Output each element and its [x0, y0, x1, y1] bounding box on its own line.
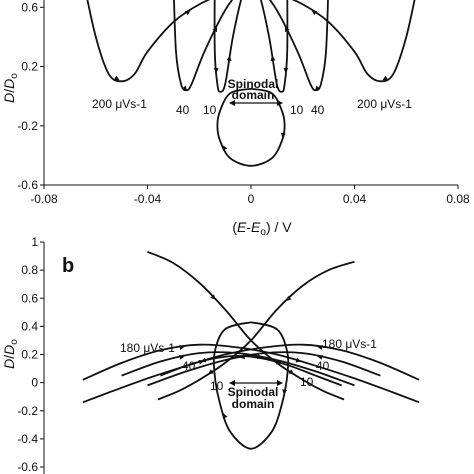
x-tick-label: 0.08 [446, 192, 470, 206]
panel-a: -0.6-0.20.20.6 -0.08 -0.04 0 0.04 0.08 D/Do … [1, 0, 470, 238]
panel-a-series-1-line [86, 0, 211, 83]
x-tick-label: 0 [248, 192, 255, 206]
panel-a-series-3-line [173, 0, 234, 92]
y-tick-label: 0.4 [21, 319, 38, 333]
direction-arrow [270, 55, 276, 62]
x-tick-label: 0.04 [343, 192, 367, 206]
panel-b-label: b [62, 255, 74, 277]
y-tick-label: -0.6 [17, 460, 38, 474]
panel-b-series-7-line [160, 354, 342, 387]
panel-b-y-axis-label: D/Do [1, 339, 20, 369]
panel-b-series-4-line [82, 343, 420, 404]
direction-arrow [317, 344, 323, 350]
direction-arrow [207, 369, 214, 375]
panel-b-rate-right: 180 μVs-1 [322, 337, 377, 351]
panel-b-rate-left: 180 μVs-1 [120, 341, 175, 355]
panel-a-spinodal-arrow-left [229, 100, 235, 106]
panel-a-label-10-right: 10 [290, 103, 304, 117]
y-tick-label: -0.2 [17, 404, 38, 418]
panel-b-label-40-right: 40 [316, 359, 330, 373]
direction-arrow [179, 344, 185, 350]
y-tick-label: 0.6 [21, 291, 38, 305]
direction-arrow [284, 26, 290, 33]
panel-a-spinodal-label: Spinodal [228, 77, 279, 91]
direction-arrow [179, 354, 185, 360]
y-tick-label: -0.2 [17, 119, 38, 133]
panel-b-series-2-line [157, 260, 355, 401]
direction-arrow [311, 10, 318, 16]
panel-b-spinodal-label: Spinodal [228, 385, 279, 399]
panel-b-spinodal-label-2: domain [232, 397, 275, 411]
panel-b-label-40-left: 40 [182, 359, 196, 373]
y-tick-label: -0.4 [17, 432, 38, 446]
panel-a-rate-left: 200 μVs-1 [92, 97, 147, 111]
panel-b-label-10-left: 10 [210, 379, 224, 393]
x-tick-label: -0.08 [30, 192, 58, 206]
y-tick-label: -0.6 [17, 178, 38, 192]
panel-a-label-10-left: 10 [203, 103, 217, 117]
direction-arrow [295, 357, 302, 363]
direction-arrow [181, 85, 188, 92]
panel-b-spinodal-arrow-left [229, 380, 235, 386]
panel-b: 1 0.8 0.6 0.4 0.2 0 -0.2 -0.4 -0.6 b D/Do 180 μV… [1, 235, 420, 474]
direction-arrow [286, 295, 292, 301]
direction-arrow [198, 359, 205, 365]
y-tick-label: 1 [31, 235, 38, 249]
y-tick-label: 0.2 [21, 60, 38, 74]
panel-a-label-40-right: 40 [311, 103, 325, 117]
panel-a-y-axis-label: D/Do [1, 73, 20, 103]
panel-b-series-3-line [82, 343, 420, 404]
direction-arrow [210, 294, 216, 300]
panel-b-series-5-line [121, 351, 355, 387]
panel-a-series-2-line [291, 0, 416, 83]
x-tick-label: -0.04 [134, 192, 162, 206]
direction-arrow [113, 75, 120, 81]
y-tick-label: 0.2 [21, 348, 38, 362]
panel-a-series-5-line [213, 0, 243, 93]
y-tick-label: 0.6 [21, 0, 38, 14]
panel-a-spinodal-label-2: domain [232, 88, 275, 102]
direction-arrow [184, 10, 191, 16]
direction-arrow [382, 75, 389, 81]
direction-arrow [226, 55, 232, 62]
panel-a-series-4-line [268, 0, 329, 92]
direction-arrow [314, 85, 321, 92]
direction-arrow [212, 26, 218, 33]
direction-arrow [280, 132, 286, 139]
direction-arrow [288, 369, 295, 375]
y-tick-label: 0 [31, 376, 38, 390]
panel-b-direction-arrows [179, 294, 323, 419]
panel-a-series-6-line [259, 0, 289, 93]
direction-arrow [282, 389, 288, 395]
panel-b-series-1-line [147, 250, 345, 401]
panel-a-rate-right: 200 μVs-1 [357, 97, 412, 111]
direction-arrow [222, 413, 228, 419]
panel-b-label-10-right: 10 [300, 375, 314, 389]
panel-a-x-axis-label: (E-Eo) / V [232, 219, 292, 238]
y-tick-label: 0.8 [21, 263, 38, 277]
panel-b-series-8-line [212, 321, 290, 450]
direction-arrow [283, 67, 289, 74]
panel-b-series-6-line [147, 351, 381, 387]
direction-arrow [276, 359, 282, 365]
panel-a-spinodal-arrow-right [277, 100, 283, 106]
panel-a-label-40-left: 40 [176, 103, 190, 117]
direction-arrow [213, 67, 219, 74]
direction-arrow [239, 354, 245, 360]
direction-arrow [317, 354, 323, 360]
panel-a-series-7-line [216, 87, 286, 167]
panel-b-spinodal-arrow-right [277, 380, 283, 386]
panel-a-direction-arrows [113, 10, 389, 151]
direction-arrow [257, 354, 263, 360]
direction-arrow [222, 145, 228, 151]
